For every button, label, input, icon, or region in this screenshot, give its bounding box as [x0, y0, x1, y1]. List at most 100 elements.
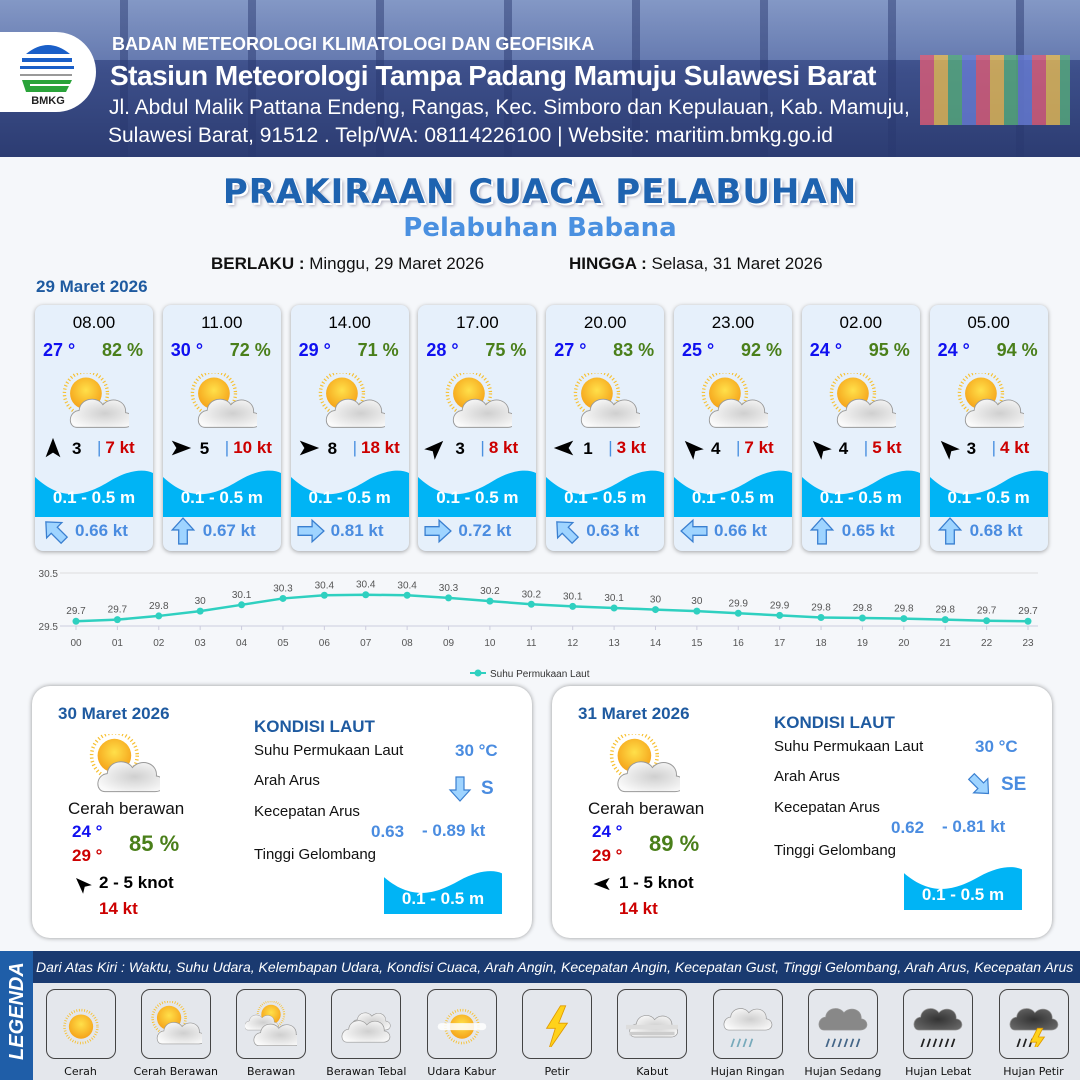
forecast-time: 20.00: [583, 313, 627, 332]
gust-speed: 7 kt: [97, 438, 134, 458]
legend-item-label: Berawan Tebal: [326, 1065, 407, 1078]
forecast-time: 14.00: [328, 313, 371, 332]
current-speed: 0.63 kt: [586, 521, 640, 540]
legend-label: Suhu Permukaan Laut: [490, 669, 590, 680]
legend-item-udara-kabur: Udara Kabur: [414, 989, 509, 1078]
partly-cloudy-icon: [61, 370, 134, 429]
y-tick-label: 30.5: [39, 569, 59, 580]
cerah-icon: [45, 989, 116, 1059]
x-tick-label: 07: [360, 638, 372, 649]
gust-speed: 4 kt: [992, 438, 1029, 458]
page-title: PRAKIRAAN CUACA PELABUHAN: [222, 172, 858, 212]
cerah-berawan-icon: [140, 989, 211, 1059]
wind-direction-arrow-icon: [424, 435, 449, 460]
legend-item-label: Udara Kabur: [427, 1065, 497, 1078]
wave-icon: [162, 465, 281, 517]
forecast-time: 08.00: [72, 313, 116, 332]
data-label: 30.4: [356, 580, 376, 591]
humidity: 82 %: [101, 340, 143, 360]
data-point: [72, 617, 80, 625]
wind-direction-arrow-icon: [592, 874, 612, 894]
valid-from: BERLAKU : Minggu, 29 Maret 2026: [211, 254, 485, 273]
air-temperature: 28 °: [426, 340, 459, 360]
data-label: 29.7: [977, 606, 997, 617]
wave-height: 0.1 - 0.5 m: [947, 488, 1030, 507]
day1-date: 29 Maret 2026: [36, 277, 148, 296]
berawan-icon: [236, 989, 307, 1059]
wave-height: 0.1 - 0.5 m: [52, 488, 136, 507]
wave-icon: [546, 465, 665, 517]
station-name: Stasiun Meteorologi Tampa Padang Mamuju …: [110, 60, 876, 91]
humidity: 95 %: [868, 340, 910, 360]
data-point: [776, 611, 784, 619]
wind-direction-arrow-icon: [169, 436, 193, 460]
bmkg-logo: BMKG: [0, 32, 96, 112]
sst-label: Suhu Permukaan Laut: [254, 742, 404, 759]
wave-height: 0.1 - 0.5 m: [819, 488, 902, 507]
data-label: 29.9: [729, 598, 749, 609]
data-point: [734, 609, 742, 617]
wind-speed-range: 2 - 5 knot: [99, 873, 174, 892]
current-direction-arrow-icon: [424, 517, 452, 545]
data-label: 29.7: [66, 606, 86, 617]
data-label: 30.1: [604, 593, 624, 604]
sea-condition-title: KONDISI LAUT: [774, 713, 895, 732]
wave-icon: [418, 465, 537, 517]
x-tick-label: 06: [319, 638, 331, 649]
legend-item-label: Hujan Lebat: [905, 1065, 972, 1078]
current-speed: 0.66 kt: [714, 521, 767, 540]
partly-cloudy-icon: [88, 730, 165, 794]
x-tick-label: 23: [1022, 638, 1034, 649]
hujan-petir-icon: [998, 989, 1069, 1059]
data-label: 30: [195, 596, 207, 607]
wind-direction-arrow-icon: [935, 435, 960, 460]
current-direction-arrow-icon: [680, 517, 708, 545]
legend-item-hujan-sedang: Hujan Sedang: [795, 989, 890, 1078]
forecast-card-02.00: 02.00 24 ° 95 % 4 5 kt 0.1 - 0.5 m 0.65 …: [801, 305, 920, 551]
current-direction-arrow-icon: [297, 517, 325, 545]
data-point: [403, 591, 411, 599]
data-label: 29.8: [149, 601, 169, 612]
daily-panel-1: 30 Maret 2026 Cerah berawan 24 ° 29 ° 85…: [32, 686, 532, 938]
wind-speed: 5: [199, 439, 210, 458]
forecast-card-11.00: 11.00 30 ° 72 % 5 10 kt 0.1 - 0.5 m 0.67…: [162, 305, 281, 551]
wave-icon: [384, 866, 502, 914]
legend-description: Dari Atas Kiri : Waktu, Suhu Udara, Kele…: [33, 951, 1080, 983]
logo-text: BMKG: [31, 95, 65, 107]
wave-icon: [929, 465, 1048, 517]
wave-height: 0.1 - 0.5 m: [401, 889, 485, 908]
legend-item-label: Hujan Ringan: [710, 1065, 785, 1078]
wind-direction-arrow-icon: [807, 435, 832, 460]
partly-cloudy-icon: [608, 730, 685, 794]
legend-item-cerah: Cerah: [33, 989, 128, 1078]
current-direction-label: Arah Arus: [774, 768, 840, 785]
wind-speed: 3: [72, 439, 82, 458]
wave-height: 0.1 - 0.5 m: [308, 488, 391, 507]
wave-icon: [674, 465, 792, 517]
forecast-card-08.00: 08.00 27 ° 82 % 3 7 kt 0.1 - 0.5 m 0.66 …: [35, 305, 153, 551]
x-tick-label: 04: [236, 638, 248, 649]
current-speed: 0.81 kt: [330, 521, 384, 540]
gust-speed: 10 kt: [225, 438, 272, 458]
agency-name: BADAN METEOROLOGI KLIMATOLOGI DAN GEOFIS…: [112, 34, 595, 54]
humidity: 85 %: [129, 831, 180, 856]
data-label: 29.8: [935, 605, 955, 616]
y-tick-label: 29.5: [39, 622, 59, 633]
partly-cloudy-icon: [956, 370, 1029, 429]
panel-date: 31 Maret 2026: [578, 704, 690, 723]
wind-direction-arrow-icon: [552, 436, 576, 460]
legend-title: LEGENDA: [6, 962, 28, 1060]
wave-height: 0.1 - 0.5 m: [180, 488, 263, 507]
hujan-lebat-icon: [903, 989, 974, 1059]
sst-label: Suhu Permukaan Laut: [774, 738, 924, 755]
gust-speed: 14 kt: [619, 899, 658, 918]
data-point: [651, 606, 659, 614]
wind-speed-range: 1 - 5 knot: [619, 873, 694, 892]
current-direction-arrow-icon: [169, 517, 197, 545]
wind-speed: 3: [966, 439, 977, 458]
panel-date: 30 Maret 2026: [58, 704, 170, 723]
data-point: [858, 614, 866, 622]
legend-item-hujan-petir: Hujan Petir: [986, 989, 1080, 1078]
wave-icon: [904, 862, 1022, 910]
air-temperature: 27 °: [554, 340, 587, 360]
